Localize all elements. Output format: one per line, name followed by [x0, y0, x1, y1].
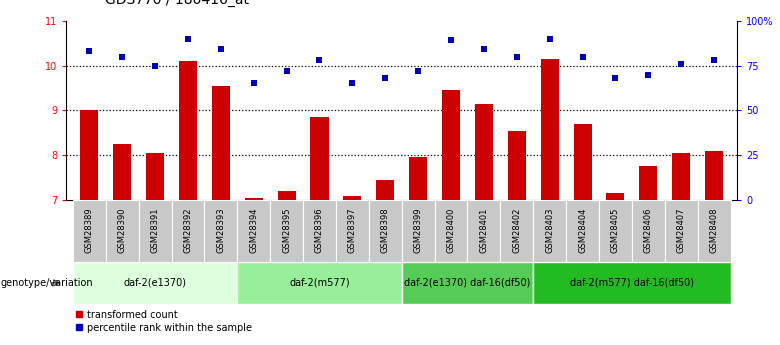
Bar	[705, 151, 723, 200]
Text: GSM28398: GSM28398	[381, 208, 390, 253]
Point	[477, 47, 490, 52]
Text: GSM28395: GSM28395	[282, 208, 291, 253]
Point	[707, 57, 720, 63]
Bar	[409, 157, 427, 200]
Bar	[204, 200, 237, 262]
Bar	[632, 200, 665, 262]
Bar	[73, 262, 237, 304]
Point	[149, 63, 161, 68]
Text: GSM28391: GSM28391	[151, 208, 160, 253]
Text: GSM28389: GSM28389	[85, 208, 94, 253]
Text: daf-2(m577): daf-2(m577)	[289, 278, 349, 288]
Text: GSM28397: GSM28397	[348, 208, 357, 253]
Point	[544, 36, 556, 41]
Point	[511, 54, 523, 59]
Bar	[139, 200, 172, 262]
Point	[576, 54, 589, 59]
Bar	[573, 124, 591, 200]
Legend: transformed count, percentile rank within the sample: transformed count, percentile rank withi…	[71, 306, 256, 337]
Bar	[343, 196, 361, 200]
Bar	[278, 191, 296, 200]
Text: GSM28402: GSM28402	[512, 208, 521, 253]
Bar	[310, 117, 328, 200]
Bar	[534, 262, 731, 304]
Bar	[237, 200, 270, 262]
Bar	[467, 200, 500, 262]
Bar	[672, 153, 690, 200]
Point	[83, 48, 96, 54]
Bar	[566, 200, 599, 262]
Point	[116, 54, 129, 59]
Text: GSM28403: GSM28403	[545, 208, 554, 253]
Bar	[599, 200, 632, 262]
Point	[247, 81, 260, 86]
Text: GSM28390: GSM28390	[118, 208, 126, 253]
Bar	[442, 90, 460, 200]
Bar	[270, 200, 303, 262]
Point	[280, 68, 292, 74]
Bar	[534, 200, 566, 262]
Bar	[434, 200, 467, 262]
Bar	[541, 59, 558, 200]
Bar	[640, 167, 658, 200]
Text: GSM28407: GSM28407	[677, 208, 686, 253]
Bar	[113, 144, 131, 200]
Text: GSM28404: GSM28404	[578, 208, 587, 253]
Bar	[697, 200, 731, 262]
Point	[379, 75, 392, 81]
Bar	[665, 200, 697, 262]
Bar	[402, 200, 434, 262]
Point	[412, 68, 424, 74]
Text: GSM28401: GSM28401	[480, 208, 488, 253]
Point	[642, 72, 654, 77]
Text: GSM28400: GSM28400	[446, 208, 456, 253]
Point	[445, 38, 457, 43]
Text: GSM28396: GSM28396	[315, 208, 324, 253]
Bar	[179, 61, 197, 200]
Bar	[508, 130, 526, 200]
Bar	[106, 200, 139, 262]
Text: GSM28394: GSM28394	[250, 208, 258, 253]
Bar	[303, 200, 336, 262]
Bar	[606, 193, 625, 200]
Bar	[212, 86, 230, 200]
Text: GSM28393: GSM28393	[216, 208, 225, 253]
Bar	[376, 180, 395, 200]
Text: daf-2(e1370) daf-16(df50): daf-2(e1370) daf-16(df50)	[404, 278, 530, 288]
Text: GDS770 / 180416_at: GDS770 / 180416_at	[105, 0, 250, 7]
Point	[314, 57, 326, 63]
Point	[346, 81, 359, 86]
Bar	[146, 153, 164, 200]
Point	[182, 36, 194, 41]
Bar	[402, 262, 534, 304]
Bar	[237, 262, 402, 304]
Text: GSM28406: GSM28406	[644, 208, 653, 253]
Text: GSM28392: GSM28392	[183, 208, 193, 253]
Bar	[475, 104, 493, 200]
Point	[215, 47, 227, 52]
Text: daf-2(e1370): daf-2(e1370)	[123, 278, 186, 288]
Text: genotype/variation: genotype/variation	[1, 278, 94, 288]
Point	[675, 61, 687, 67]
Text: daf-2(m577) daf-16(df50): daf-2(m577) daf-16(df50)	[570, 278, 694, 288]
Bar	[336, 200, 369, 262]
Text: GSM28408: GSM28408	[710, 208, 718, 253]
Bar	[172, 200, 204, 262]
Bar	[500, 200, 534, 262]
Bar	[245, 198, 263, 200]
Bar	[73, 200, 106, 262]
Point	[609, 75, 622, 81]
Text: GSM28405: GSM28405	[611, 208, 620, 253]
Text: GSM28399: GSM28399	[413, 208, 423, 253]
Bar	[369, 200, 402, 262]
Bar	[80, 110, 98, 200]
